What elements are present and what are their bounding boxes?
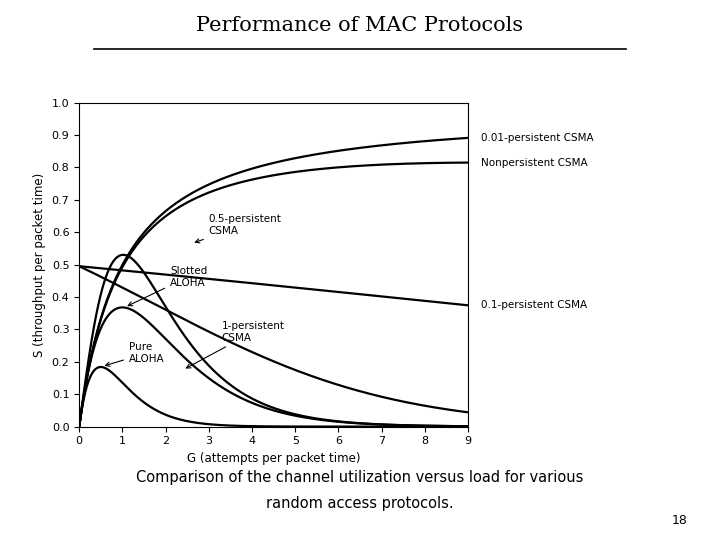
- Text: Slotted
ALOHA: Slotted ALOHA: [128, 266, 207, 306]
- Text: Pure
ALOHA: Pure ALOHA: [106, 342, 164, 366]
- Text: Nonpersistent CSMA: Nonpersistent CSMA: [481, 158, 588, 167]
- Text: Comparison of the channel utilization versus load for various: Comparison of the channel utilization ve…: [136, 470, 584, 485]
- Text: 0.5-persistent
CSMA: 0.5-persistent CSMA: [195, 214, 282, 243]
- Text: random access protocols.: random access protocols.: [266, 496, 454, 511]
- Text: 0.01-persistent CSMA: 0.01-persistent CSMA: [481, 133, 594, 143]
- Text: 1-persistent
CSMA: 1-persistent CSMA: [186, 321, 285, 368]
- Text: 18: 18: [672, 514, 688, 526]
- Y-axis label: S (throughput per packet time): S (throughput per packet time): [33, 172, 46, 357]
- Text: Performance of MAC Protocols: Performance of MAC Protocols: [197, 16, 523, 35]
- X-axis label: G (attempts per packet time): G (attempts per packet time): [187, 452, 360, 465]
- Text: 0.1-persistent CSMA: 0.1-persistent CSMA: [481, 300, 588, 310]
